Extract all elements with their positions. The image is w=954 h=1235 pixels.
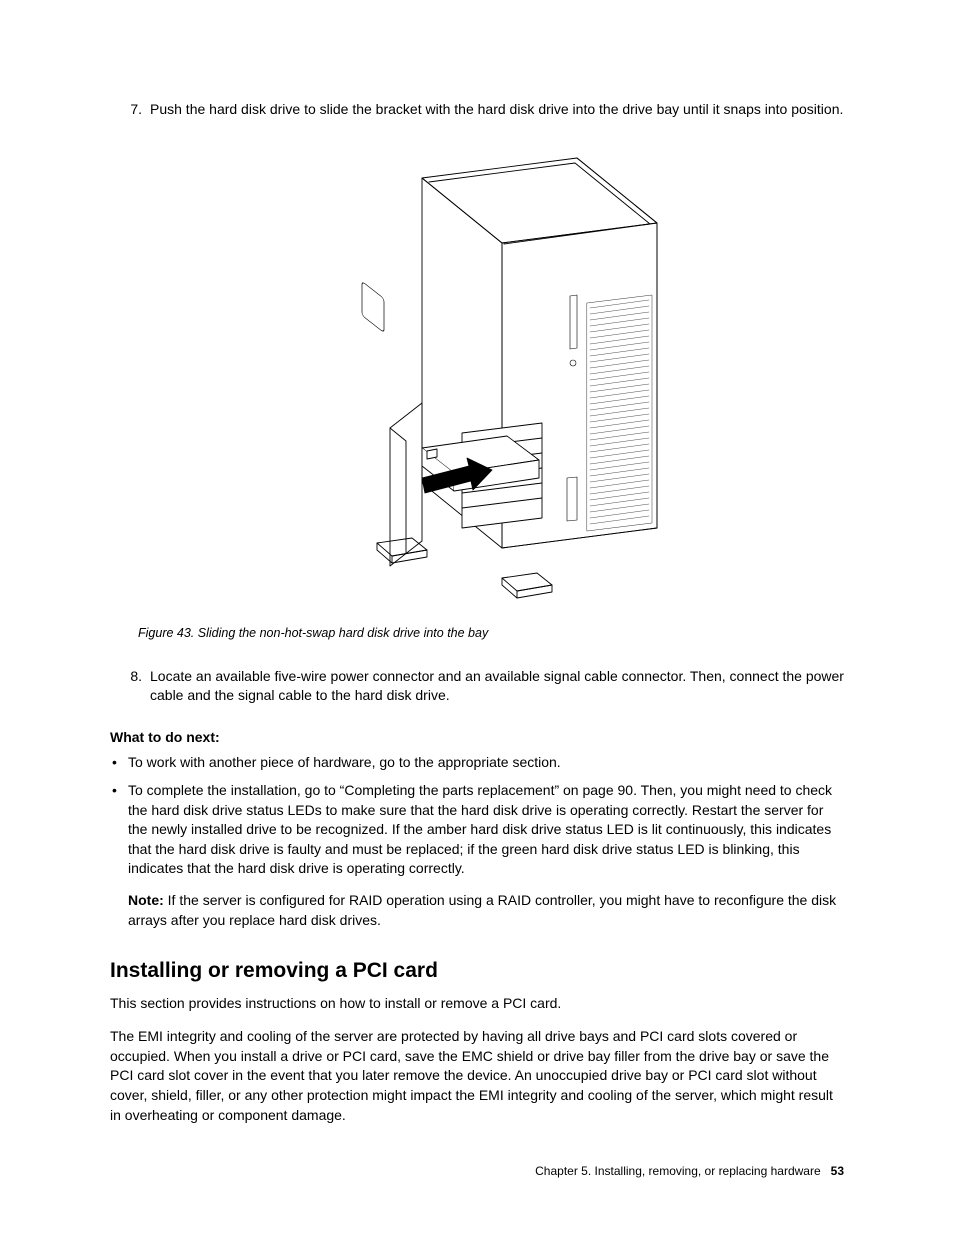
- list-number-7: 7.: [128, 100, 150, 120]
- bullet-marker: •: [110, 781, 128, 879]
- bullet-content-1: To work with another piece of hardware, …: [128, 753, 844, 773]
- bullet-content-2: To complete the installation, go to “Com…: [128, 781, 844, 879]
- bullet-marker: •: [110, 753, 128, 773]
- page-footer: Chapter 5. Installing, removing, or repl…: [535, 1163, 844, 1180]
- footer-chapter: Chapter 5. Installing, removing, or repl…: [535, 1164, 820, 1178]
- footer-page-number: 53: [831, 1164, 844, 1178]
- list-item-7: 7. Push the hard disk drive to slide the…: [128, 100, 844, 120]
- section-heading: Installing or removing a PCI card: [110, 956, 844, 985]
- list-content-7: Push the hard disk drive to slide the br…: [150, 100, 844, 120]
- ordered-list-2: 8. Locate an available five-wire power c…: [128, 667, 844, 706]
- bullet-item-2: • To complete the installation, go to “C…: [110, 781, 844, 879]
- figure-diagram: [277, 148, 677, 614]
- ordered-list: 7. Push the hard disk drive to slide the…: [128, 100, 844, 120]
- figure-container: [110, 148, 844, 614]
- bullet-list: • To work with another piece of hardware…: [110, 753, 844, 879]
- note-label: Note:: [128, 892, 164, 908]
- figure-caption: Figure 43. Sliding the non-hot-swap hard…: [138, 625, 844, 643]
- note-paragraph: Note: If the server is configured for RA…: [128, 891, 844, 930]
- section-para-1: This section provides instructions on ho…: [110, 994, 844, 1014]
- what-next-heading: What to do next:: [110, 728, 844, 748]
- section-para-2: The EMI integrity and cooling of the ser…: [110, 1027, 844, 1125]
- list-number-8: 8.: [128, 667, 150, 706]
- bullet-item-1: • To work with another piece of hardware…: [110, 753, 844, 773]
- list-item-8: 8. Locate an available five-wire power c…: [128, 667, 844, 706]
- note-body: If the server is configured for RAID ope…: [128, 892, 836, 928]
- list-content-8: Locate an available five-wire power conn…: [150, 667, 844, 706]
